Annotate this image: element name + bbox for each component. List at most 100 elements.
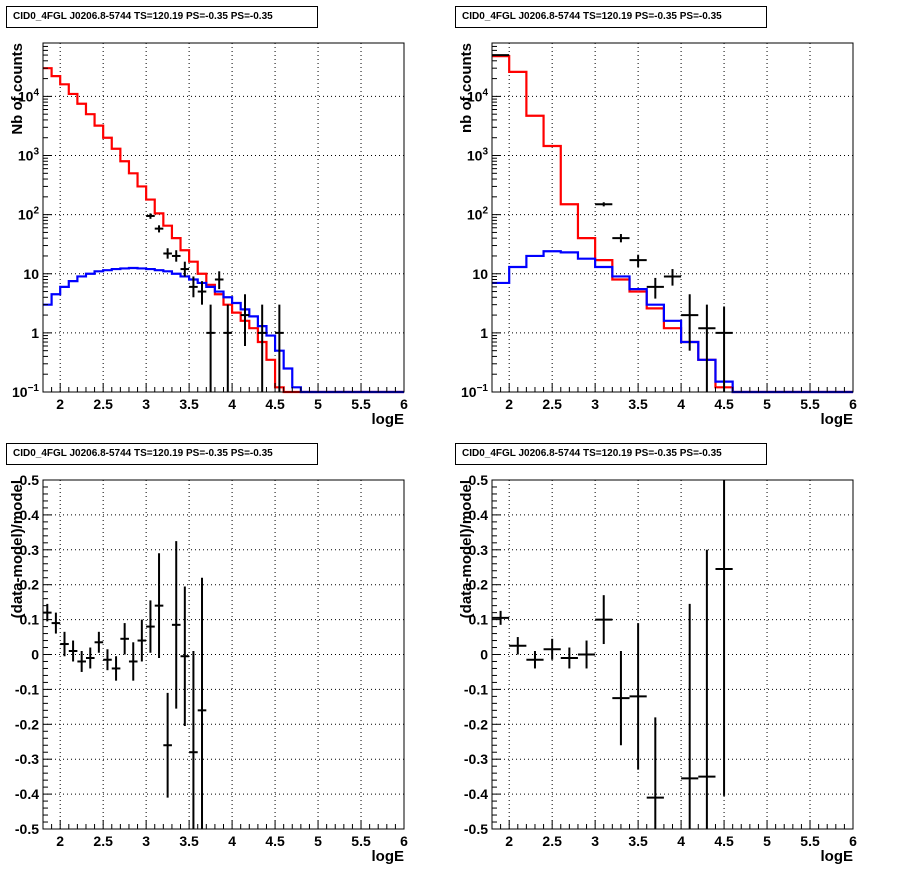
y-tick-label: -0.3 (15, 751, 39, 767)
x-tick-label: 5 (314, 833, 322, 849)
y-tick-label: 0.2 (20, 577, 40, 593)
chart-title: CID0_4FGL J0206.8-5744 TS=120.19 PS=-0.3… (6, 6, 318, 28)
data-point (180, 261, 190, 277)
y-tick-label: -0.4 (464, 786, 488, 802)
y-axis-label: Nb of counts (9, 43, 26, 135)
data-point (560, 647, 578, 669)
x-tick-label: 3.5 (628, 833, 648, 849)
data-point (171, 250, 181, 262)
x-tick-label: 5.5 (351, 833, 371, 849)
data-point (111, 656, 121, 681)
data-point (146, 600, 155, 653)
x-tick-label: 5.5 (351, 396, 371, 412)
data-point (103, 649, 112, 671)
data-point (223, 304, 233, 392)
data-point (663, 269, 682, 286)
data-point (120, 623, 129, 655)
x-axis-label: logE (821, 848, 854, 865)
y-tick-label: 0.5 (469, 472, 489, 488)
x-tick-label: 2.5 (542, 833, 562, 849)
y-tick-label: 0.1 (469, 612, 489, 628)
data-point (646, 277, 664, 299)
y-tick-label: 1 (480, 325, 488, 341)
data-point (577, 640, 596, 669)
data-point (189, 276, 198, 298)
y-tick-label: 0.3 (20, 542, 40, 558)
data-point (681, 603, 699, 829)
y-tick-label: 0.2 (469, 577, 489, 593)
data-point (85, 647, 95, 669)
y-tick-label: 103 (467, 147, 489, 164)
y-tick-label: 102 (467, 206, 489, 223)
data-point (275, 304, 284, 392)
series-step-line (43, 266, 404, 394)
x-tick-label: 4.5 (714, 833, 734, 849)
series-step-line (43, 67, 404, 394)
data-point (629, 254, 647, 268)
x-tick-label: 5.5 (800, 833, 820, 849)
data-point (154, 225, 164, 233)
x-tick-label: 3 (142, 833, 150, 849)
y-tick-label: -0.3 (464, 751, 488, 767)
data-point (612, 651, 630, 746)
y-tick-label: -0.1 (464, 681, 488, 697)
data-point (715, 480, 733, 796)
x-axis-label: logE (821, 411, 854, 428)
y-tick-label: -0.1 (15, 681, 39, 697)
data-point (137, 619, 147, 662)
y-tick-label: 10−1 (461, 383, 488, 400)
data-point (612, 234, 630, 243)
x-axis-label: logE (372, 411, 405, 428)
data-point (214, 271, 224, 290)
y-tick-label: 104 (18, 87, 40, 104)
x-tick-label: 6 (400, 396, 408, 412)
y-tick-label: 104 (467, 87, 489, 104)
data-point (197, 577, 207, 829)
x-tick-label: 5.5 (800, 396, 820, 412)
y-tick-label: 1 (31, 325, 39, 341)
data-point (128, 642, 138, 681)
data-point (526, 651, 544, 669)
grid (43, 479, 405, 830)
y-tick-label: -0.2 (464, 716, 488, 732)
x-tick-label: 5 (314, 396, 322, 412)
x-tick-label: 2 (56, 396, 64, 412)
x-tick-label: 3 (591, 833, 599, 849)
x-tick-label: 6 (400, 833, 408, 849)
x-tick-label: 3.5 (628, 396, 648, 412)
data-point (68, 640, 78, 662)
plot-frame (42, 42, 405, 393)
data-point (715, 306, 733, 392)
data-point (146, 213, 155, 219)
grid (43, 43, 405, 393)
x-tick-label: 3 (142, 396, 150, 412)
chart-title: CID0_4FGL J0206.8-5744 TS=120.19 PS=-0.3… (455, 443, 767, 465)
data-point (163, 692, 172, 798)
y-tick-label: 0.1 (20, 612, 40, 628)
data-point (257, 304, 267, 392)
y-tick-label: -0.4 (15, 786, 39, 802)
chart-counts-right: 2 2.5 3 3.5 4 4.5 5 5.5 6 10−1 1 10 102 103 104 logE nb … (458, 42, 857, 428)
data-point (77, 651, 86, 672)
data-point (509, 637, 527, 655)
y-tick-label: -0.2 (15, 716, 39, 732)
y-axis-label: (data-model)/model (9, 480, 26, 618)
data-point (60, 631, 69, 657)
data-point (197, 281, 207, 305)
data-point (681, 294, 699, 351)
data-point (171, 541, 181, 709)
y-axis-label: (data-model)/model (458, 480, 475, 618)
pad-counts-right: 2 2.5 3 3.5 4 4.5 5 5.5 6 10−1 1 10 102 103 104 logE nb … (449, 0, 898, 437)
x-tick-label: 4.5 (265, 833, 285, 849)
data-point (154, 553, 164, 658)
pad-residuals-left: 2 2.5 3 3.5 4 4.5 5 5.5 6 -0.5 -0.4 -0.3 -0.2 -0.1 0 0.… (0, 437, 449, 875)
x-tick-label: 5 (763, 396, 771, 412)
x-tick-label: 2 (56, 833, 64, 849)
x-tick-label: 6 (849, 396, 857, 412)
y-tick-label: 0 (31, 647, 39, 663)
y-tick-label: -0.5 (15, 821, 39, 837)
series-step-line (492, 55, 853, 394)
data-point (206, 304, 215, 392)
y-tick-label: 10 (23, 266, 39, 282)
chart-counts-left: 2 2.5 3 3.5 4 4.5 5 5.5 6 10−1 1 10 102 103 104 logE Nb … (9, 42, 408, 428)
